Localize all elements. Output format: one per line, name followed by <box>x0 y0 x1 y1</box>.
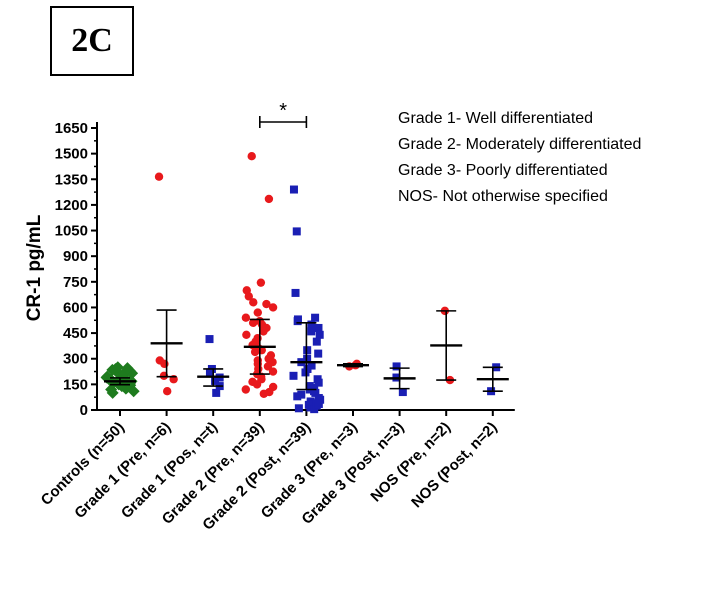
data-point <box>314 400 323 409</box>
legend-note-grade-2: Grade 2- Moderately differentiated <box>398 136 642 153</box>
y-tick-label: 150 <box>63 376 88 393</box>
legend-note-grade-1: Grade 1- Well differentiated <box>398 110 594 127</box>
data-point <box>268 367 278 376</box>
data-point <box>268 303 278 312</box>
data-point <box>211 376 220 385</box>
data-point <box>314 349 323 358</box>
data-point <box>250 347 260 357</box>
y-tick-label: 300 <box>63 351 88 368</box>
x-tick-label: NOS (Post, n=2) <box>408 419 500 511</box>
data-point <box>247 152 256 161</box>
data-point <box>259 327 268 336</box>
data-point <box>163 387 172 396</box>
data-point <box>253 308 262 317</box>
data-point <box>311 388 320 397</box>
data-point <box>252 380 262 389</box>
y-tick-label: 0 <box>80 402 88 419</box>
y-tick-label: 450 <box>63 325 88 342</box>
y-tick-label: 750 <box>63 274 88 291</box>
data-point <box>249 298 258 307</box>
data-point <box>291 288 300 297</box>
y-tick-label: 1050 <box>55 223 88 240</box>
data-point <box>315 330 324 339</box>
data-point <box>289 371 298 380</box>
data-point <box>121 362 134 375</box>
legend-note-nos: NOS- Not otherwise specified <box>398 188 608 205</box>
data-point <box>293 392 302 401</box>
data-point <box>264 194 274 204</box>
data-point <box>312 337 321 346</box>
data-point <box>212 388 221 397</box>
data-point <box>244 292 253 301</box>
data-point <box>314 323 323 332</box>
data-point <box>398 388 407 397</box>
data-point <box>256 278 266 287</box>
y-tick-label: 900 <box>63 248 88 265</box>
legend-note-grade-3: Grade 3- Poorly differentiated <box>398 162 608 179</box>
y-tick-label: 1200 <box>55 197 88 214</box>
y-tick-label: 1350 <box>55 171 88 188</box>
data-point <box>262 299 271 309</box>
data-point <box>106 386 119 399</box>
y-tick-label: 1500 <box>55 146 88 163</box>
axis-labels: 0 150 300 450 600 750 900 1050 1200 1350 1500 1650 C… <box>38 100 501 534</box>
data-point <box>311 313 320 322</box>
significance-label: * <box>279 100 287 122</box>
data-point <box>314 378 323 387</box>
data-point <box>106 363 119 376</box>
x-tick-label: NOS (Pre, n=2) <box>367 419 454 506</box>
data-point <box>241 313 251 322</box>
data-point <box>263 362 273 371</box>
data-point <box>154 172 164 181</box>
data-point <box>297 390 306 399</box>
y-tick-label: 1650 <box>55 120 88 137</box>
y-axis-title: CR-1 pg/mL <box>24 214 45 321</box>
axes <box>91 122 515 416</box>
data-point <box>293 317 302 326</box>
data-point <box>307 320 316 329</box>
data-point <box>292 227 301 236</box>
data-point <box>205 335 214 344</box>
data-point <box>259 389 269 398</box>
data-point <box>307 361 316 370</box>
chart-marks <box>100 116 509 414</box>
x-tick-label: Controls (n=50) <box>38 419 128 509</box>
y-tick-label: 600 <box>63 299 88 316</box>
data-point <box>241 385 251 394</box>
data-point <box>205 368 214 377</box>
data-point <box>248 318 258 328</box>
data-point <box>307 327 316 336</box>
data-point <box>242 330 251 339</box>
data-point <box>392 362 401 371</box>
data-point <box>301 368 310 377</box>
panel-label: 2C <box>50 6 134 76</box>
data-point <box>104 373 117 386</box>
data-point <box>289 185 298 194</box>
legend-notes: Grade 1- Well differentiated Grade 2- Mo… <box>398 106 641 210</box>
data-point <box>294 404 303 413</box>
